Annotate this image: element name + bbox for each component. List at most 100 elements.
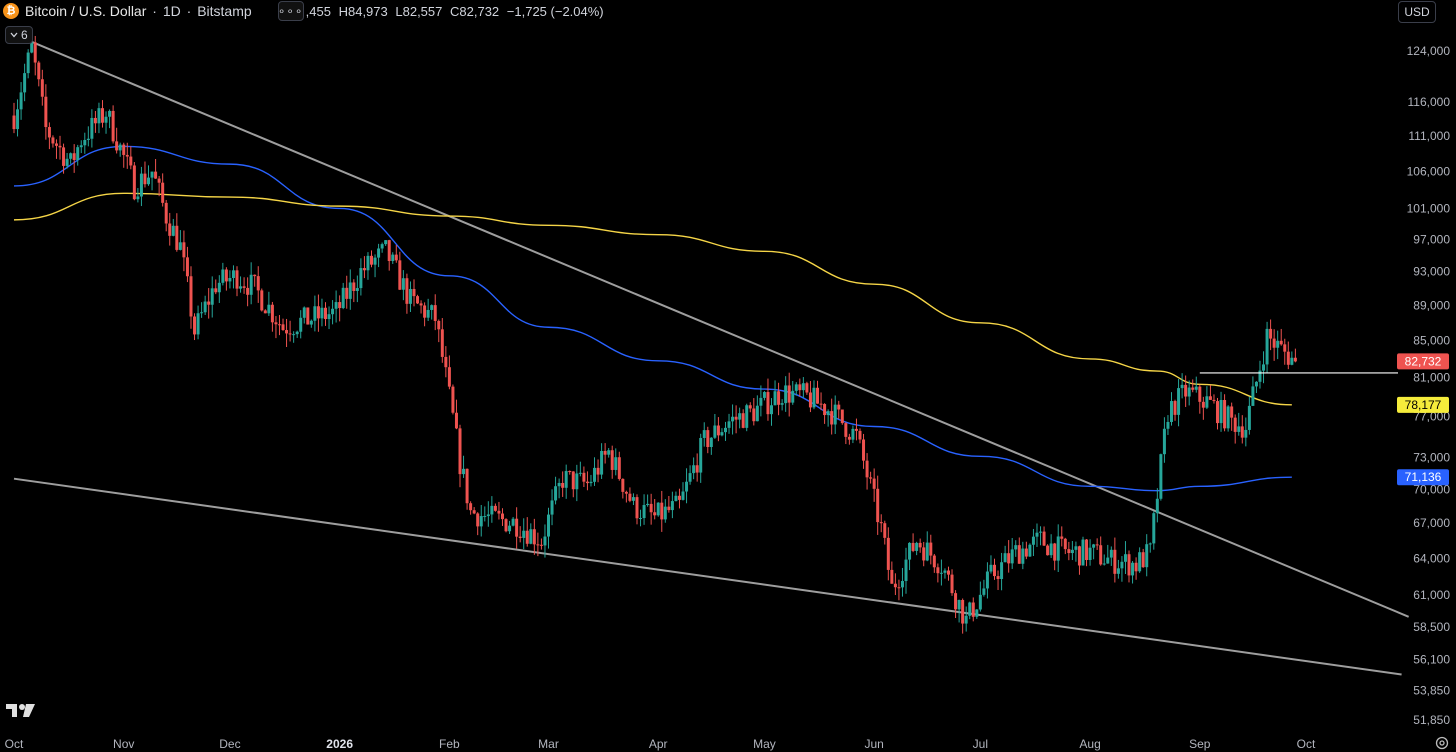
- candle-body: [770, 405, 774, 415]
- candle-body: [302, 307, 306, 318]
- candle-body: [961, 599, 965, 624]
- gear-icon[interactable]: [1434, 735, 1450, 751]
- candle-body: [674, 495, 678, 502]
- candle-body: [872, 478, 876, 489]
- candle-body: [954, 593, 958, 610]
- candle-body: [635, 497, 639, 519]
- candle-body: [1049, 543, 1053, 556]
- x-axis-tick-label: Feb: [439, 737, 460, 751]
- candle-body: [486, 514, 490, 517]
- y-axis-tick-label: 89,000: [1413, 298, 1450, 312]
- candle-body: [766, 392, 770, 415]
- candle-body: [943, 570, 947, 573]
- indicator-count: 6: [21, 28, 28, 42]
- candle-body: [90, 117, 94, 139]
- candle-body: [433, 305, 437, 321]
- candle-body: [543, 536, 547, 546]
- candle-body: [398, 260, 402, 290]
- candle-body: [228, 277, 232, 282]
- candle-body: [702, 430, 706, 438]
- candle-body: [1184, 384, 1188, 397]
- y-axis-tick-label: 64,000: [1413, 551, 1450, 565]
- candle-body: [915, 542, 919, 551]
- candle-body: [720, 432, 724, 436]
- candle-body: [93, 117, 97, 124]
- symbol-title[interactable]: Bitcoin / U.S. Dollar: [25, 3, 147, 19]
- candle-body: [1116, 568, 1120, 574]
- candle-body: [745, 405, 749, 428]
- y-axis-tick-label: 73,000: [1413, 450, 1450, 464]
- y-axis-tick-label: 85,000: [1413, 334, 1450, 348]
- exchange-label[interactable]: Bitstamp: [197, 3, 252, 19]
- candle-body: [1162, 428, 1166, 455]
- candle-body: [667, 506, 671, 511]
- candle-body: [716, 425, 720, 436]
- candle-body: [1024, 548, 1028, 557]
- candle-body: [777, 391, 781, 405]
- candle-body: [224, 269, 228, 282]
- candle-body: [490, 505, 494, 515]
- timeframe-label[interactable]: 1D: [162, 3, 181, 19]
- candle-body: [964, 615, 968, 624]
- candle-body: [391, 254, 395, 262]
- candle-body: [285, 330, 289, 334]
- tradingview-logo[interactable]: [6, 702, 36, 718]
- y-axis-tick-label: 53,850: [1413, 684, 1450, 698]
- candle-body: [426, 309, 430, 318]
- candle-body: [1262, 364, 1266, 371]
- close-value: C82,732: [450, 3, 500, 19]
- candle-body: [47, 127, 51, 138]
- candle-body: [30, 42, 34, 53]
- candle-body: [1286, 351, 1290, 365]
- candle-body: [115, 141, 119, 151]
- candle-body: [798, 384, 802, 391]
- candle-body: [653, 512, 657, 516]
- candlestick-series: [12, 32, 1297, 634]
- candle-body: [500, 513, 504, 520]
- indicators-collapse-button[interactable]: 6: [5, 26, 33, 44]
- candle-body: [362, 268, 366, 271]
- candle-body: [727, 421, 731, 428]
- price-axis[interactable]: 124,000 116,000 111,000 106,000 101,000 97,00…: [1407, 44, 1451, 727]
- candle-body: [975, 609, 979, 617]
- candle-body: [1194, 386, 1198, 390]
- candle-body: [1035, 532, 1039, 537]
- candle-body: [950, 574, 954, 594]
- candle-body: [1031, 536, 1035, 545]
- candle-body: [628, 493, 632, 501]
- more-options-button[interactable]: ∘∘∘: [277, 1, 304, 21]
- currency-selector[interactable]: USD: [1398, 1, 1436, 23]
- candle-body: [759, 397, 763, 406]
- candle-body: [631, 497, 635, 501]
- candle-body: [331, 308, 335, 315]
- candle-body: [366, 255, 370, 271]
- time-axis[interactable]: Oct Nov Dec 2026 Feb Mar Apr May Jun Jul Aug Sep Oct: [5, 737, 1316, 751]
- candle-body: [1276, 340, 1280, 348]
- candle-body: [323, 307, 327, 320]
- candle-body: [479, 516, 483, 527]
- moving-averages: [13, 145, 1292, 492]
- candle-body: [185, 257, 189, 277]
- candle-body: [564, 471, 568, 488]
- candle-body: [642, 505, 646, 519]
- candle-body: [62, 147, 66, 166]
- candle-body: [1106, 557, 1110, 564]
- candle-body: [100, 108, 104, 123]
- candle-body: [147, 177, 151, 185]
- candle-body: [1063, 538, 1067, 550]
- trendlines[interactable]: [13, 40, 1410, 676]
- candle-body: [1152, 513, 1156, 544]
- candle-body: [239, 286, 243, 289]
- candle-body: [493, 505, 497, 511]
- candle-body: [639, 518, 643, 520]
- candle-body: [918, 542, 922, 548]
- candle-body: [182, 242, 186, 258]
- candle-body: [359, 268, 363, 289]
- candle-body: [313, 306, 317, 321]
- candle-body: [348, 282, 352, 299]
- candle-body: [568, 471, 572, 473]
- candle-body: [111, 110, 115, 142]
- candle-body: [536, 544, 540, 546]
- candle-body: [985, 571, 989, 589]
